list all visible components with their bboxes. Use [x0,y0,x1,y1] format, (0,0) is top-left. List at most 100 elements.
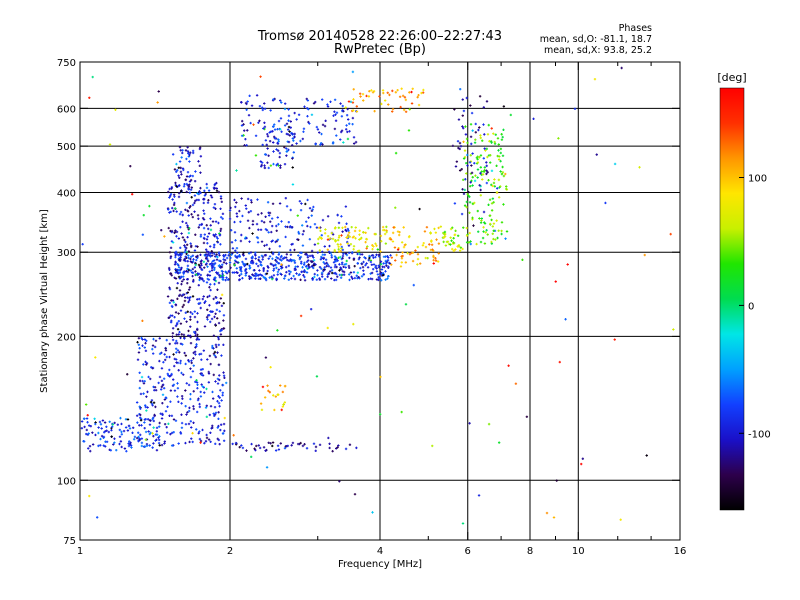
echo-point [183,238,186,242]
echo-point [205,387,208,391]
echo-point [469,240,472,243]
echo-point [186,277,190,281]
echo-point [211,390,214,394]
echo-point [300,270,304,273]
echo-point [255,444,258,448]
echo-point [340,247,343,250]
echo-point [163,422,167,426]
echo-point [165,431,169,434]
echo-point [369,272,372,275]
echo-point [179,342,183,345]
echo-point [272,274,276,277]
echo-point [178,259,182,262]
echo-point [209,217,212,220]
echo-point [219,423,223,426]
echo-point [367,258,370,262]
echo-point [198,277,202,280]
echo-point [284,384,287,388]
echo-point [669,232,672,236]
echo-point [173,276,176,279]
echo-point [174,229,177,232]
echo-point [382,91,385,95]
echo-point [469,181,472,184]
echo-point [213,243,216,247]
echo-point [174,342,177,345]
echo-point [465,137,469,141]
echo-point [289,225,292,228]
echo-point [285,271,288,274]
echo-point [461,98,464,101]
echo-point [361,265,365,269]
echo-point [317,237,320,241]
echo-point [479,134,482,137]
echo-point [289,258,292,261]
echo-point [485,181,489,185]
echo-point [199,191,202,195]
echo-point [267,389,270,393]
chart-title: Tromsø 20140528 22:26:00–22:27:43 [257,29,503,44]
echo-point [256,264,260,268]
echo-point [487,422,491,426]
echo-point [322,261,325,264]
echo-point [229,256,232,260]
echo-point [367,95,371,98]
echo-point [211,346,214,350]
echo-point [645,454,648,457]
echo-point [189,367,192,370]
echo-point [273,128,277,131]
echo-point [482,106,486,109]
echo-point [236,255,240,258]
echo-point [206,227,210,231]
echo-point [172,203,176,207]
echo-point [463,149,467,152]
echo-point [434,259,438,262]
echo-point [187,360,191,363]
echo-point [216,237,219,240]
echo-point [140,424,143,427]
echo-point [282,403,285,406]
echo-point [260,219,264,223]
echo-point [115,448,118,452]
echo-point [197,226,200,229]
echo-point [247,114,251,117]
echo-point [218,232,221,235]
echo-point [265,278,268,282]
echo-point [208,314,211,317]
echo-point [219,297,223,300]
echo-point [203,194,207,197]
echo-point [478,156,481,159]
echo-point [368,255,372,258]
echo-point [330,256,333,259]
echo-point [212,412,215,415]
echo-point [293,261,297,264]
echo-point [249,199,253,202]
echo-point [330,271,334,275]
echo-point [168,301,172,305]
echo-point [191,431,194,435]
echo-point [289,208,292,212]
echo-point [340,115,344,118]
echo-point [368,90,371,93]
echo-point [171,198,174,201]
echo-point [439,225,443,228]
echo-point [498,155,501,158]
echo-point [335,134,338,137]
echo-point [254,134,258,137]
echo-point [170,230,174,234]
echo-point [262,267,265,271]
echo-point [218,310,221,313]
echo-point [474,122,477,126]
echo-point [254,154,258,157]
echo-point [214,442,217,446]
echo-point [394,151,398,155]
echo-point [250,442,253,446]
echo-point [191,312,194,316]
echo-point [177,166,181,169]
echo-point [491,232,494,235]
echo-point [171,332,175,335]
echo-point [334,259,337,263]
echo-point [131,426,135,429]
echo-point [245,271,248,274]
echo-point [357,275,360,279]
echo-point [274,449,278,452]
